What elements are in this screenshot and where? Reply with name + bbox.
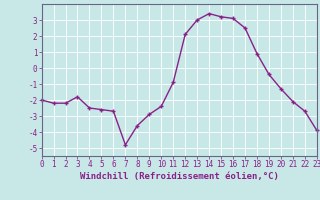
X-axis label: Windchill (Refroidissement éolien,°C): Windchill (Refroidissement éolien,°C) [80,172,279,181]
